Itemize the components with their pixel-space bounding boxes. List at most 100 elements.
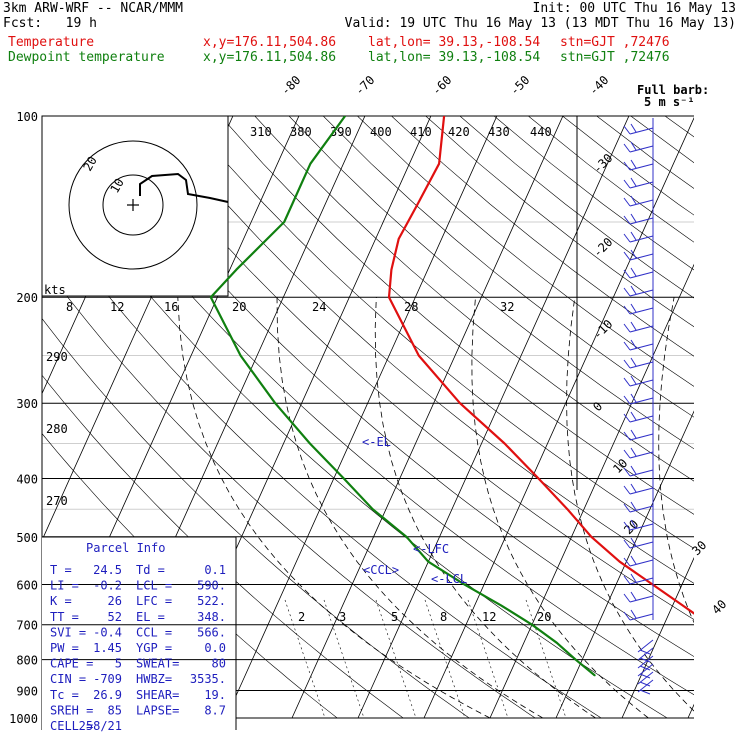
- parcel-value: 80: [212, 657, 226, 671]
- mixing-ratio-line: [323, 599, 365, 719]
- hodo-kts-label: kts: [44, 283, 66, 297]
- wind-barb: [637, 671, 654, 687]
- hodo-ring-outer: [68, 140, 198, 270]
- parcel-key: Tc =: [50, 688, 79, 702]
- hodo-ring-inner: [102, 174, 164, 236]
- dewpoint-point: [309, 162, 312, 165]
- wind-barb: [623, 537, 654, 549]
- theta-label: 440: [530, 125, 552, 139]
- pressure-label: 1000: [9, 712, 38, 726]
- wind-barb: [623, 357, 654, 369]
- hodo-speed-label: 32: [500, 300, 514, 314]
- parcel-key: CCL =: [136, 625, 172, 639]
- parcel-value: -709: [93, 672, 122, 686]
- dry-adiabat: [42, 262, 536, 719]
- mixing-ratio-line: [467, 599, 509, 719]
- moist-adiabat: [276, 297, 544, 719]
- moist-adiabat: [566, 297, 694, 712]
- pressure-label: 400: [16, 472, 38, 486]
- temperature-xy: x,y=176.11,504.86: [203, 35, 337, 50]
- parcel-value: 19.: [204, 688, 226, 702]
- dry-adiabat: [322, 116, 694, 418]
- dry-adiabat: [596, 116, 694, 189]
- isotherm-line: [687, 703, 694, 719]
- parcel-key: EL =: [136, 610, 165, 624]
- temperature-point: [438, 162, 440, 165]
- hodo-speed-label: 28: [404, 300, 418, 314]
- parcel-value: 348.: [197, 610, 226, 624]
- isotherm-line: [291, 116, 564, 719]
- mixing-ratio-label: 20: [537, 610, 551, 624]
- wind-barb: [623, 159, 654, 171]
- wind-barb: [623, 555, 654, 567]
- mixing-ratio-line: [284, 599, 326, 719]
- parcel-value: 0.0: [204, 641, 226, 655]
- ccl-marker: <CCL>: [363, 563, 399, 577]
- parcel-panel-bg: [42, 537, 236, 730]
- dry-adiabat: [391, 116, 694, 357]
- mixing-ratio-line: [424, 599, 466, 719]
- parcel-key: PW =: [50, 641, 79, 655]
- moist-adiabat: [374, 297, 596, 719]
- wind-barb: [637, 655, 654, 671]
- wind-barb: [623, 231, 654, 243]
- dewpoint-point: [274, 402, 277, 405]
- mixing-ratio-label: 2: [298, 610, 305, 624]
- parcel-key: LCL =: [136, 579, 172, 593]
- level-markers: <-EL <-LFC <CCL> <-LCL: [362, 435, 467, 586]
- parcel-value: 522.: [197, 594, 226, 608]
- barb-legend-title: Full barb:: [637, 83, 709, 97]
- dry-adiabat: [42, 318, 470, 719]
- wind-barb: [623, 447, 654, 459]
- dry-adiabat: [357, 116, 694, 387]
- isotherm-label: -10: [590, 317, 615, 342]
- wind-barb: [637, 639, 654, 655]
- parcel-value: 26.9: [93, 688, 122, 702]
- wind-barb: [623, 429, 654, 441]
- temperature-point: [388, 296, 390, 299]
- temperature-point: [418, 354, 420, 357]
- theta-label: 310: [250, 125, 272, 139]
- temperature-point: [681, 604, 684, 607]
- valid-time: Valid: 19 UTC Thu 16 May 13 (13 MDT Thu …: [344, 16, 736, 31]
- temperature-point: [390, 268, 393, 271]
- hodo-ring-label: 20: [80, 154, 99, 174]
- parcel-key: Td =: [136, 563, 165, 577]
- isotherm-label: -60: [429, 73, 454, 98]
- wind-barb: [623, 609, 654, 621]
- dewpoint-point: [342, 477, 345, 480]
- mixing-ratio-label: 3: [339, 610, 346, 624]
- wind-barb: [623, 501, 654, 513]
- pressure-label: 200: [16, 291, 38, 305]
- wind-barb: [623, 573, 654, 585]
- wind-barb: [623, 465, 654, 477]
- parcel-key: LI =: [50, 579, 79, 593]
- wind-barbs: Full barb:5 m s⁻¹: [623, 83, 709, 695]
- theta-left-label: 270: [46, 494, 68, 508]
- dewpoint-station: stn=GJT ,72476: [560, 50, 670, 65]
- parcel-value: 258/21: [79, 719, 122, 733]
- temperature-point: [537, 477, 540, 480]
- sounding-profiles: [209, 116, 694, 677]
- wind-barb: [623, 411, 654, 423]
- temperature-point: [459, 402, 461, 405]
- temperature-latlon: lat,lon= 39.13,-108.54: [368, 35, 541, 50]
- dry-adiabat: [49, 116, 694, 696]
- isotherm-line: [489, 263, 694, 719]
- parcel-key: SHEAR=: [136, 688, 179, 702]
- wind-barb: [623, 393, 654, 405]
- isotherm-line: [423, 117, 694, 719]
- dewpoint-point: [235, 268, 238, 271]
- dewpoint-xy: x,y=176.11,504.86: [203, 50, 337, 65]
- hodo-speed-label: 8: [66, 300, 73, 314]
- dewpoint-point: [427, 560, 430, 563]
- parcel-value: 1.45: [93, 641, 122, 655]
- mixing-ratio-label: 5: [391, 610, 398, 624]
- hodo-speed-label: 24: [312, 300, 326, 314]
- theta-label: 380: [290, 125, 312, 139]
- diagonal-grid: [42, 116, 694, 719]
- isotherm-line: [621, 557, 694, 719]
- moist-adiabat: [471, 297, 649, 719]
- dry-adiabat: [186, 116, 694, 549]
- dewpoint-point: [531, 623, 533, 626]
